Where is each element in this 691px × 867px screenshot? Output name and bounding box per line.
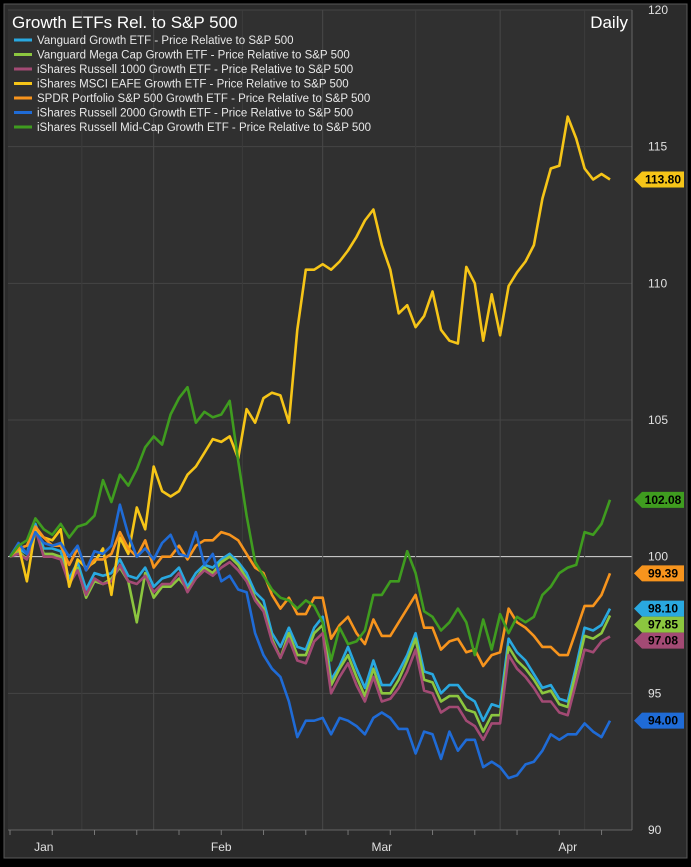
end-label-badge <box>634 565 684 582</box>
grid <box>8 9 632 831</box>
legend-label: iShares MSCI EAFE Growth ETF - Price Rel… <box>37 79 349 91</box>
end-label: 99.39 <box>634 565 684 582</box>
end-label-value: 98.10 <box>648 602 678 616</box>
end-label-badge <box>634 632 684 649</box>
end-label-badge <box>634 600 684 617</box>
end-label-value: 113.80 <box>645 172 681 186</box>
chart-title: Growth ETFs Rel. to S&P 500 <box>12 13 238 32</box>
end-label-badge <box>634 491 684 508</box>
series-line-2 <box>9 527 612 733</box>
y-axis: 120 115 110 105 100 95 90 <box>631 3 668 837</box>
series-line-6 <box>8 503 612 780</box>
legend-label: SPDR Portfolio S&P 500 Growth ETF - Pric… <box>37 93 370 105</box>
x-tick-label: Apr <box>558 840 577 854</box>
end-label-value: 97.08 <box>648 634 678 648</box>
legend-label: iShares Russell Mid-Cap Growth ETF - Pri… <box>37 122 371 134</box>
series-line-7 <box>8 385 612 662</box>
end-label: 98.10 <box>634 600 684 617</box>
series-lines <box>8 115 612 780</box>
x-axis: Jan Feb Mar Apr <box>8 829 632 854</box>
end-label-value: 94.00 <box>648 714 678 728</box>
end-label-value: 99.39 <box>648 566 678 580</box>
end-label-value: 102.08 <box>645 493 682 507</box>
x-tick-label: Jan <box>34 840 53 854</box>
end-label: 113.80 <box>634 171 684 188</box>
x-tick-label: Mar <box>371 840 392 854</box>
end-value-labels: 113.80 102.08 99.39 98.10 97.85 97.08 94.00 <box>634 171 684 729</box>
x-tick-label: Feb <box>211 840 232 854</box>
series-line-4 <box>8 115 611 597</box>
end-label: 97.85 <box>634 616 684 633</box>
end-label: 102.08 <box>634 491 684 508</box>
y-tick-label: 115 <box>648 140 667 154</box>
y-tick-label: 120 <box>648 3 668 17</box>
end-label-badge <box>634 712 684 729</box>
legend-label: Vanguard Mega Cap Growth ETF - Price Rel… <box>37 50 350 62</box>
end-label-badge <box>634 616 684 633</box>
y-tick-label: 100 <box>648 550 668 564</box>
series-line-5 <box>9 525 612 668</box>
legend-label: Vanguard Growth ETF - Price Relative to … <box>37 35 294 47</box>
series-line-1 <box>9 522 612 723</box>
end-label-badge <box>634 171 684 188</box>
period-label: Daily <box>590 13 628 32</box>
legend-label: iShares Russell 2000 Growth ETF - Price … <box>37 108 353 120</box>
end-label: 97.08 <box>634 632 684 649</box>
y-tick-label: 90 <box>648 823 662 837</box>
legend-label: iShares Russell 1000 Growth ETF - Price … <box>37 64 353 76</box>
end-label: 94.00 <box>634 712 684 729</box>
legend: Vanguard Growth ETF - Price Relative to … <box>14 35 371 134</box>
y-tick-label: 105 <box>648 413 668 427</box>
end-label-value: 97.85 <box>648 618 678 632</box>
y-tick-label: 110 <box>648 276 667 290</box>
y-tick-label: 95 <box>648 686 662 700</box>
